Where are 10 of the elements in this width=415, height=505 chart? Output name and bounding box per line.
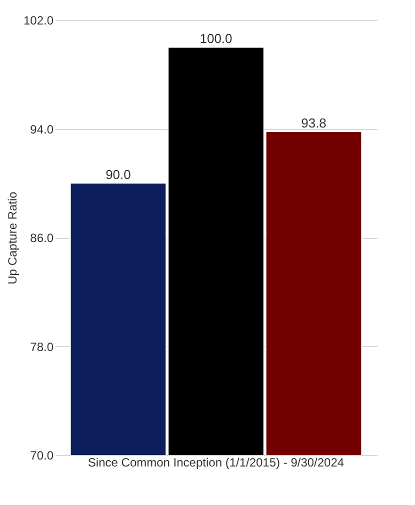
y-tick-label: 86.0 [30, 231, 54, 245]
y-tick-label: 70.0 [30, 448, 54, 462]
y-tick-label: 102.0 [23, 14, 54, 28]
y-axis-title: Up Capture Ratio [5, 191, 20, 284]
data-label: 90.0 [106, 167, 131, 182]
y-tick-label: 78.0 [30, 340, 54, 354]
data-label: 93.8 [301, 115, 326, 130]
data-label: 100.0 [200, 31, 232, 46]
y-tick-label: 94.0 [30, 122, 54, 136]
x-tick-label: Since Common Inception (1/1/2015) - 9/30/2024 [88, 456, 344, 470]
